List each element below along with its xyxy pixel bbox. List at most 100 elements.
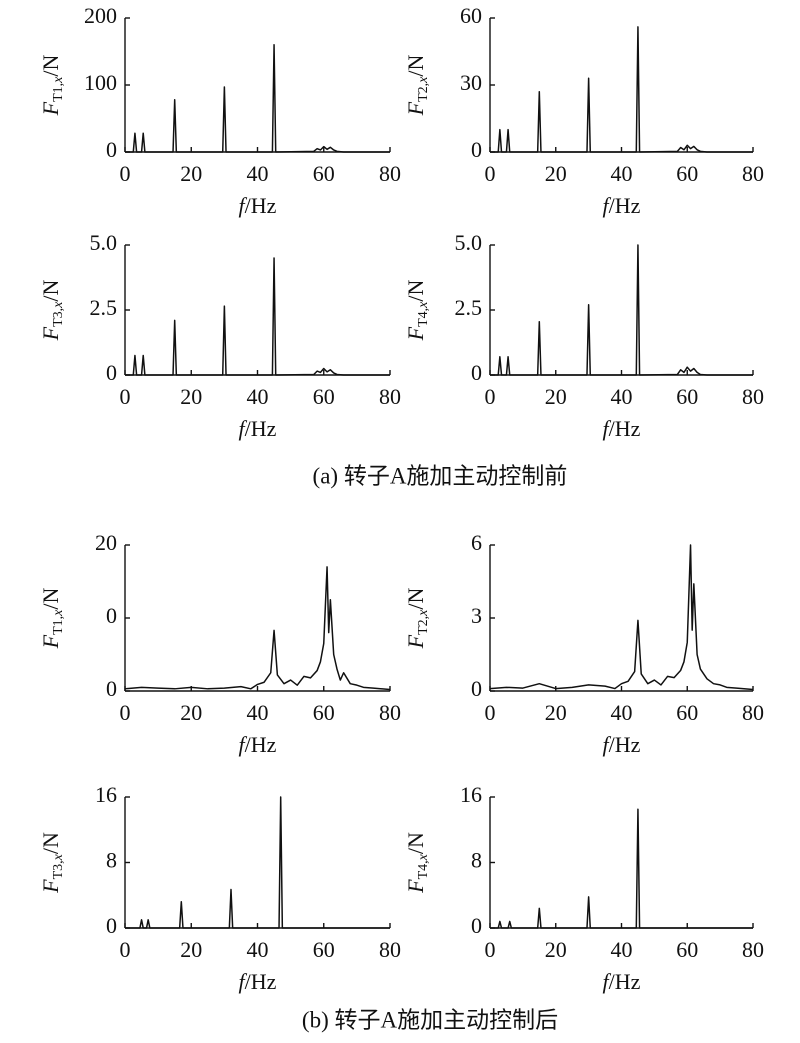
x-label-var: f (603, 193, 612, 218)
y-tick-label: 6 (471, 530, 482, 555)
y-label-unit: /N (38, 588, 63, 610)
y-tick-label: 5.0 (455, 230, 483, 255)
y-label-var: F (38, 879, 63, 894)
x-label-var: f (603, 416, 612, 441)
x-axis-label: f/Hz (239, 416, 277, 441)
y-label-sub: T2, (416, 83, 431, 102)
x-tick-label: 40 (611, 700, 633, 725)
y-label-subvar: x (416, 853, 431, 861)
y-label-subvar: x (51, 853, 66, 861)
y-tick-label: 200 (84, 3, 117, 28)
y-tick-label: 0 (106, 137, 117, 162)
caption: (a) 转子A施加主动控制前 (313, 463, 568, 488)
y-tick-label: 100 (84, 70, 117, 95)
spectrum-line (125, 257, 390, 376)
x-tick-label: 20 (545, 937, 567, 962)
y-tick-label: 0 (471, 676, 482, 701)
x-tick-label: 80 (742, 161, 764, 186)
y-axis-label: FT4,x/N (403, 832, 431, 894)
y-label-sub: T1, (51, 83, 66, 102)
y-tick-label: 8 (471, 848, 482, 873)
y-tick-label: 0 (471, 137, 482, 162)
x-axis-label: f/Hz (603, 969, 641, 994)
x-tick-label: 40 (247, 937, 269, 962)
x-tick-label: 20 (545, 700, 567, 725)
spectrum-line (490, 244, 753, 376)
y-label-unit: /N (403, 280, 428, 302)
x-tick-label: 80 (742, 937, 764, 962)
x-label-unit: /Hz (245, 969, 277, 994)
x-tick-label: 60 (313, 700, 335, 725)
y-axis-label: FT4,x/N (403, 280, 431, 342)
x-axis-label: f/Hz (603, 416, 641, 441)
x-tick-label: 0 (485, 161, 496, 186)
x-tick-label: 40 (247, 384, 269, 409)
x-tick-label: 20 (180, 937, 202, 962)
x-axis-label: f/Hz (239, 732, 277, 757)
y-label-subvar: x (416, 76, 431, 84)
x-label-var: f (239, 416, 248, 441)
x-tick-label: 80 (742, 700, 764, 725)
y-label-subvar: x (416, 301, 431, 309)
y-label-sub: T2, (416, 616, 431, 635)
y-tick-label: 3 (471, 603, 482, 628)
x-tick-label: 80 (379, 700, 401, 725)
y-tick-label: 0 (106, 360, 117, 385)
y-label-unit: /N (403, 588, 428, 610)
x-label-var: f (239, 969, 248, 994)
y-label-var: F (403, 879, 428, 894)
x-tick-label: 40 (611, 937, 633, 962)
x-tick-label: 20 (180, 700, 202, 725)
y-axis-label: FT3,x/N (38, 280, 66, 342)
y-label-var: F (38, 634, 63, 649)
spectrum-line (125, 796, 390, 929)
y-tick-label: 16 (460, 782, 482, 807)
x-tick-label: 40 (247, 161, 269, 186)
x-tick-label: 0 (120, 384, 131, 409)
x-label-var: f (603, 969, 612, 994)
x-label-var: f (239, 732, 248, 757)
y-label-sub: T1, (51, 616, 66, 635)
y-axis-label: FT2,x/N (403, 588, 431, 650)
x-tick-label: 40 (611, 384, 633, 409)
y-tick-label: 0 (106, 913, 117, 938)
y-label-unit: /N (38, 280, 63, 302)
x-label-unit: /Hz (245, 416, 277, 441)
y-tick-label: 2.5 (90, 295, 118, 320)
x-label-var: f (603, 732, 612, 757)
x-tick-label: 0 (120, 937, 131, 962)
y-label-var: F (403, 326, 428, 341)
spectrum-line (490, 26, 753, 153)
x-tick-label: 60 (676, 384, 698, 409)
y-tick-label: 5.0 (90, 230, 118, 255)
x-tick-label: 40 (611, 161, 633, 186)
spectrum-line (490, 808, 753, 929)
y-label-var: F (403, 101, 428, 116)
x-label-unit: /Hz (245, 193, 277, 218)
y-label-sub: T3, (51, 308, 66, 327)
y-label-unit: /N (38, 55, 63, 77)
x-tick-label: 0 (120, 700, 131, 725)
y-label-sub: T4, (416, 860, 431, 879)
y-label-unit: /N (403, 55, 428, 77)
x-tick-label: 0 (485, 937, 496, 962)
y-tick-label: 0 (471, 360, 482, 385)
x-tick-label: 20 (180, 161, 202, 186)
x-label-unit: /Hz (245, 732, 277, 757)
y-tick-label: 2.5 (455, 295, 483, 320)
x-tick-label: 80 (379, 937, 401, 962)
y-axis-label: FT3,x/N (38, 832, 66, 894)
y-label-subvar: x (51, 609, 66, 617)
x-tick-label: 60 (676, 700, 698, 725)
y-axis-label: FT1,x/N (38, 55, 66, 117)
x-tick-label: 60 (676, 161, 698, 186)
x-tick-label: 0 (120, 161, 131, 186)
caption: (b) 转子A施加主动控制后 (302, 1007, 558, 1032)
x-tick-label: 80 (742, 384, 764, 409)
x-label-unit: /Hz (609, 732, 641, 757)
x-tick-label: 60 (313, 937, 335, 962)
y-tick-label: 0 (106, 603, 117, 628)
y-label-sub: T4, (416, 308, 431, 327)
y-tick-label: 30 (460, 70, 482, 95)
